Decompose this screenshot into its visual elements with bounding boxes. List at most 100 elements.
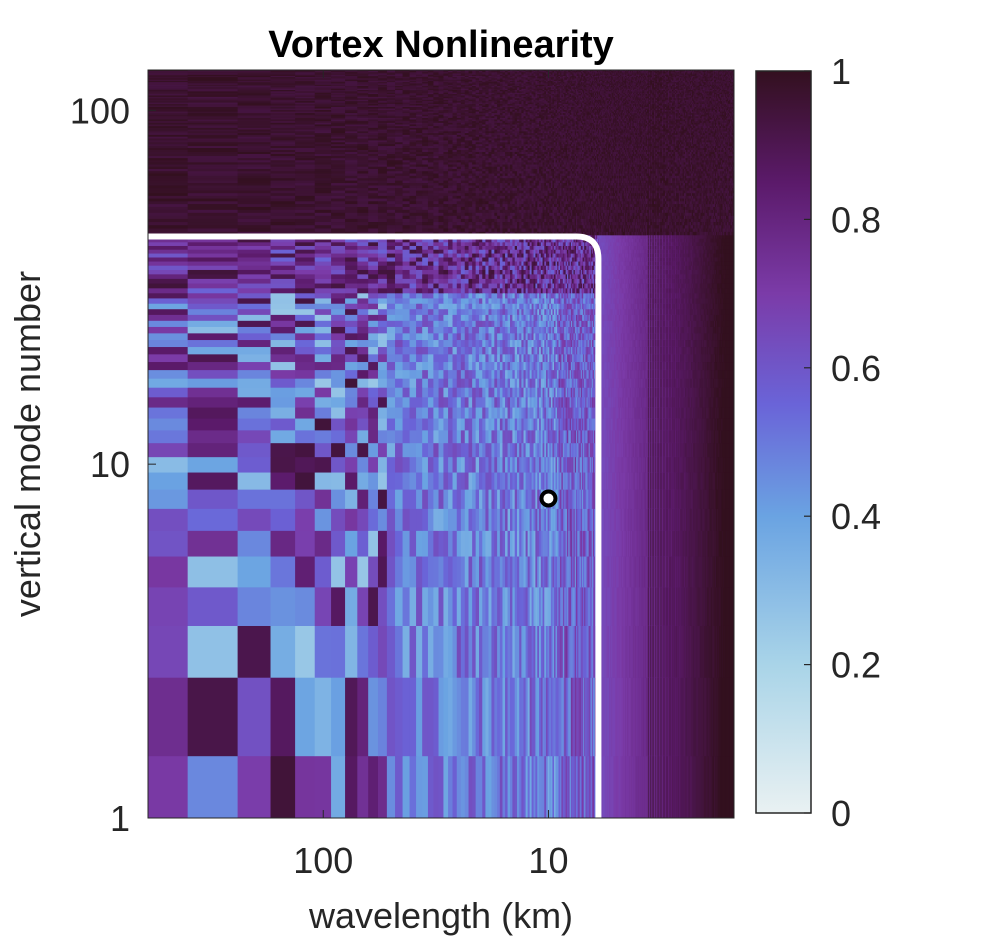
heatmap-cell <box>499 755 503 818</box>
heatmap-cell <box>345 530 358 557</box>
heatmap-cell <box>725 530 727 557</box>
heatmap-cell <box>485 442 489 458</box>
heatmap-cell <box>395 530 404 557</box>
heatmap-cell <box>650 625 652 678</box>
heatmap-cell <box>632 530 634 557</box>
heatmap-cell <box>345 418 358 431</box>
heatmap-cell <box>692 586 694 626</box>
heatmap-cell <box>570 677 573 757</box>
heatmap-cell <box>494 508 498 531</box>
heatmap-cell <box>187 442 239 458</box>
heatmap-cell <box>479 378 483 388</box>
heatmap-cell <box>600 586 603 626</box>
heatmap-cell <box>698 677 700 757</box>
heatmap-cell <box>557 677 560 757</box>
heatmap-cell <box>345 556 358 588</box>
heatmap-cell <box>573 677 576 757</box>
heatmap-cell <box>711 586 713 626</box>
heatmap-cell <box>552 530 555 557</box>
heatmap-cell <box>464 378 470 388</box>
heatmap-cell <box>519 625 522 678</box>
heatmap-cell <box>577 625 579 678</box>
heatmap-cell <box>448 456 454 473</box>
heatmap-cell <box>482 586 486 626</box>
heatmap-cell <box>623 755 625 818</box>
heatmap-cell <box>706 755 708 818</box>
heatmap-cell <box>586 530 589 557</box>
heatmap-cell <box>719 586 721 626</box>
heatmap-cell <box>377 677 388 757</box>
heatmap-cell <box>696 556 698 588</box>
heatmap-cell <box>517 625 520 678</box>
heatmap-cell <box>468 369 473 379</box>
heatmap-cell <box>565 755 568 818</box>
heatmap-cell <box>557 586 560 626</box>
heatmap-cell <box>711 530 713 557</box>
heatmap-cell <box>512 508 516 531</box>
heatmap-cell <box>438 407 444 419</box>
heatmap-cell <box>562 625 565 678</box>
heatmap-cell <box>386 530 396 557</box>
heatmap-cell <box>569 530 572 557</box>
heatmap-cell <box>237 755 272 818</box>
heatmap-cell <box>479 677 483 757</box>
heatmap-cell <box>713 586 715 626</box>
heatmap-cell <box>499 530 503 557</box>
heatmap-cell <box>622 755 625 818</box>
heatmap-cell <box>491 369 495 379</box>
heatmap-cell <box>605 530 607 557</box>
heatmap-cell <box>628 586 630 626</box>
heatmap-cell <box>621 755 623 818</box>
heatmap-cell <box>549 556 552 588</box>
heatmap-cell <box>544 530 547 557</box>
heatmap-cell <box>357 378 369 388</box>
heatmap-cell <box>345 387 358 398</box>
heatmap-cell <box>270 387 296 398</box>
heatmap-cell <box>723 755 725 818</box>
heatmap-cell <box>345 378 358 388</box>
heatmap-cell <box>295 472 316 490</box>
heatmap-cell <box>653 625 656 678</box>
heatmap-cell <box>452 456 458 473</box>
heatmap-cell <box>488 625 492 678</box>
heatmap-cell <box>377 378 388 388</box>
heatmap-cell <box>357 456 369 473</box>
heatmap-cell <box>554 556 557 588</box>
heatmap-cell <box>732 625 734 678</box>
heatmap-cell <box>438 346 444 355</box>
heatmap-cell <box>621 508 623 531</box>
heatmap-cell <box>549 625 552 678</box>
heatmap-cell <box>402 346 411 355</box>
heatmap-cell <box>685 625 687 678</box>
heatmap-cell <box>699 625 701 678</box>
heatmap-cell <box>657 508 659 531</box>
heatmap-cell <box>295 456 316 473</box>
heatmap-cell <box>422 396 429 408</box>
heatmap-cell <box>633 586 636 626</box>
heatmap-cell <box>554 508 557 531</box>
heatmap-cell <box>585 677 587 757</box>
heatmap-cell <box>587 530 590 557</box>
heatmap-cell <box>331 369 346 379</box>
heatmap-cell <box>377 755 388 818</box>
heatmap-cell <box>386 677 396 757</box>
heatmap-cell <box>672 677 674 757</box>
heatmap-cell <box>719 625 721 678</box>
heatmap-cell <box>409 396 417 408</box>
heatmap-cell <box>331 361 346 371</box>
heatmap-cell <box>402 378 411 388</box>
heatmap-cell <box>460 418 466 431</box>
heatmap-cell <box>718 556 720 588</box>
heatmap-cell <box>647 755 649 818</box>
heatmap-cell <box>690 586 693 626</box>
heatmap-cell <box>577 556 579 588</box>
heatmap-cell <box>270 361 296 371</box>
heatmap-cell <box>510 625 513 678</box>
heatmap-cell <box>409 429 417 444</box>
heatmap-cell <box>667 556 670 588</box>
heatmap-cell <box>690 556 693 588</box>
heatmap-cell <box>314 586 332 626</box>
heatmap-cell <box>603 677 606 757</box>
heatmap-cell <box>314 407 332 419</box>
heatmap-cell <box>573 625 576 678</box>
